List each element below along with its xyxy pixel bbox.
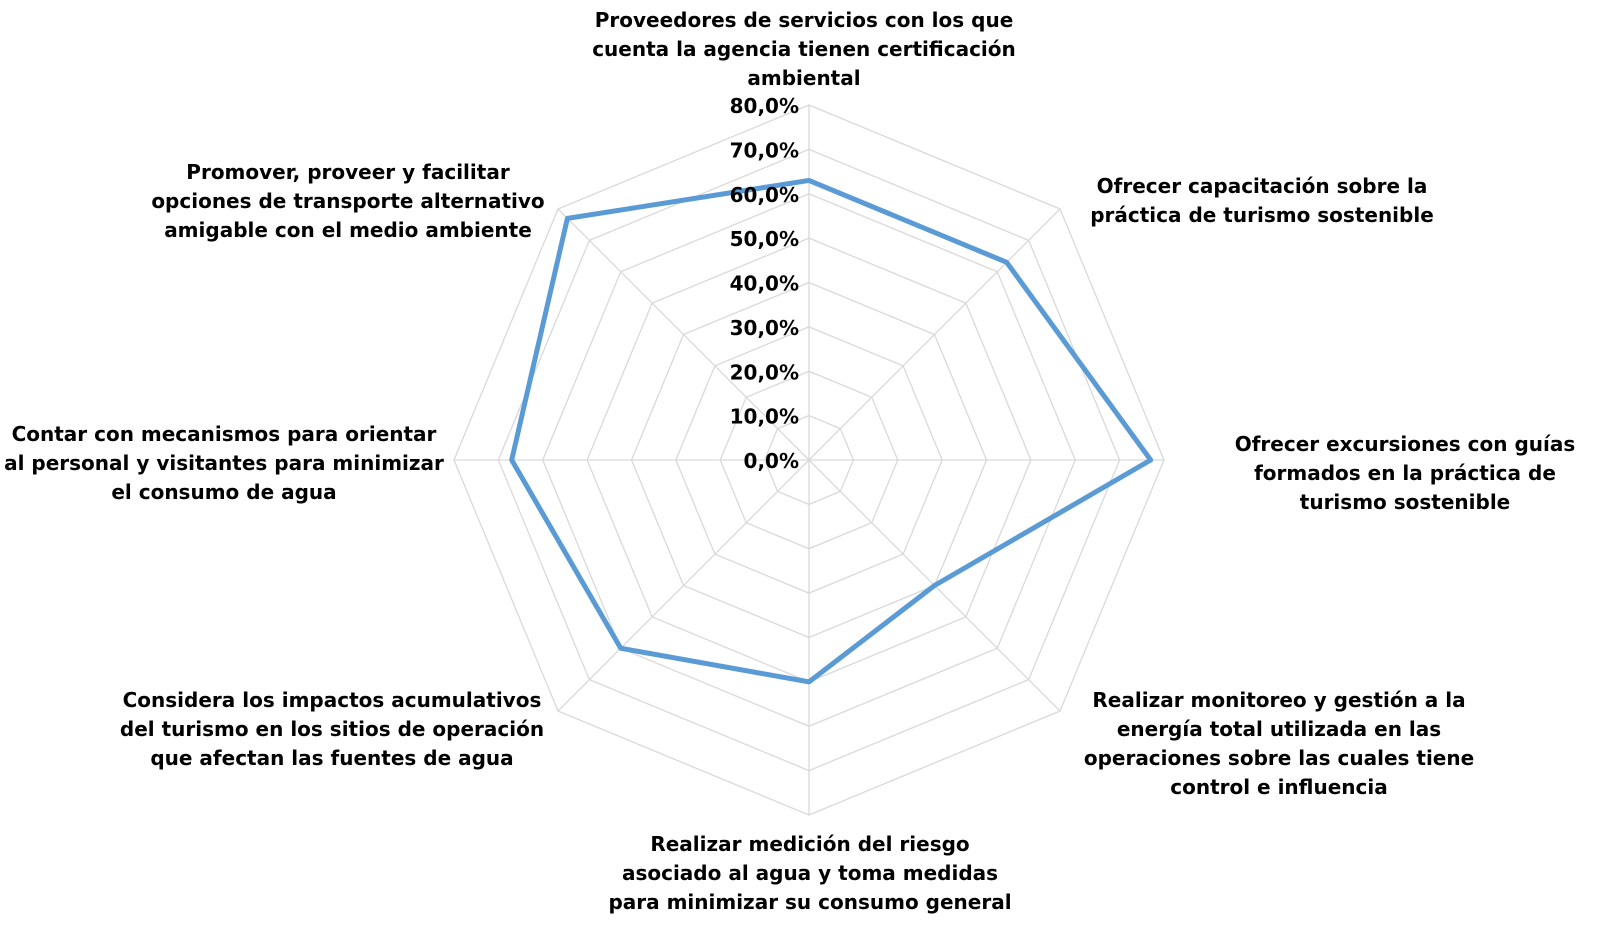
category-label-4: Realizar medición del riesgo asociado al… xyxy=(608,832,1012,914)
radial-tick-label: 40,0% xyxy=(730,272,799,296)
axis-spoke xyxy=(557,208,810,461)
category-label-5: Considera los impactos acumulativos del … xyxy=(119,688,545,770)
radial-tick-label: 30,0% xyxy=(730,316,799,340)
tick-label-layer: 0,0% 10,0% 20,0% 30,0% 40,0% 50,0% 60,0% 70,0% 8… xyxy=(730,94,799,473)
radial-tick-label: 0,0% xyxy=(744,449,799,473)
series-line-0 xyxy=(509,177,1154,685)
category-label-7: Promover, proveer y facilitar opciones d… xyxy=(151,160,545,242)
radial-tick-label: 60,0% xyxy=(730,183,799,207)
category-label-0: Proveedores de servicios con los que cue… xyxy=(592,8,1016,90)
radial-tick-label: 20,0% xyxy=(730,360,799,384)
category-label-1: Ofrecer capacitación sobre la práctica d… xyxy=(1090,174,1434,227)
category-label-2: Ofrecer excursiones con guías formados e… xyxy=(1234,432,1576,514)
axis-spoke xyxy=(557,459,810,712)
grid-layer xyxy=(453,104,1165,816)
radial-tick-label: 80,0% xyxy=(730,94,799,118)
radial-tick-label: 50,0% xyxy=(730,227,799,251)
radial-tick-label: 10,0% xyxy=(730,405,799,429)
category-label-6: Contar con mecanismos para orientar al p… xyxy=(4,422,444,504)
radial-tick-label: 70,0% xyxy=(730,138,799,162)
axis-spoke xyxy=(808,208,1061,461)
category-label-3: Realizar monitoreo y gestión a la energí… xyxy=(1083,688,1475,799)
series-layer xyxy=(509,177,1154,685)
